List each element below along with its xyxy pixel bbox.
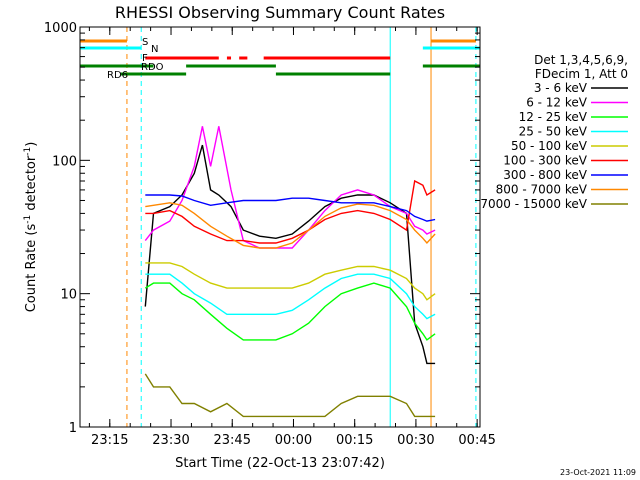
y-tick-label: 1000 xyxy=(44,21,77,36)
y-label-superscript: -1 xyxy=(23,147,33,156)
series-line-6 xyxy=(145,194,436,222)
x-axis-label: Start Time (22-Oct-13 23:07:42) xyxy=(175,456,385,471)
series-line-4 xyxy=(145,262,436,301)
legend-label: 6 - 12 keV xyxy=(526,96,588,110)
legend-header-line: Det 1,3,4,5,6,9, xyxy=(534,53,628,67)
series-line-1 xyxy=(144,126,436,249)
series-line-2 xyxy=(144,282,436,341)
legend-label: 25 - 50 keV xyxy=(519,125,588,139)
legend-header-line: FDecim 1, Att 0 xyxy=(535,67,628,81)
y-label-part: ) xyxy=(24,142,39,147)
y-tick-label: 10 xyxy=(60,288,77,303)
y-tick-label: 100 xyxy=(52,154,77,169)
y-label-part: detector xyxy=(24,155,39,215)
legend-label: 7000 - 15000 keV xyxy=(480,197,587,211)
y-label-superscript: -1 xyxy=(23,215,33,224)
y-axis: 1 10 100 1000 xyxy=(44,21,480,436)
x-tick-label: 23:45 xyxy=(214,433,251,448)
state-label: RD6 xyxy=(107,70,128,81)
x-tick-label: 00:45 xyxy=(458,433,495,448)
legend-label: 800 - 7000 keV xyxy=(496,183,588,197)
x-axis: 23:15 23:30 23:45 00:00 00:15 00:30 00:45 xyxy=(88,27,496,448)
series-line-3 xyxy=(145,273,436,320)
state-label: N xyxy=(151,44,158,55)
x-tick-label: 23:30 xyxy=(152,433,189,448)
legend: Det 1,3,4,5,6,9, FDecim 1, Att 0 3 - 6 k… xyxy=(480,53,628,211)
legend-label: 3 - 6 keV xyxy=(534,81,588,95)
footer-date: 23-Oct-2021 11:09 xyxy=(560,468,636,477)
legend-label: 300 - 800 keV xyxy=(503,168,587,182)
state-label: RDO xyxy=(141,62,164,73)
legend-label: 50 - 100 keV xyxy=(511,139,588,153)
y-axis-label: Count Rate (s-1 detector-1) xyxy=(23,142,39,313)
x-tick-label: 00:30 xyxy=(397,433,434,448)
y-label-part: Count Rate (s xyxy=(24,224,39,313)
series-line-5 xyxy=(145,179,436,244)
state-label: S xyxy=(142,37,148,48)
x-tick-label: 23:15 xyxy=(91,433,128,448)
x-tick-label: 00:15 xyxy=(336,433,373,448)
series-line-8 xyxy=(144,373,436,418)
legend-label: 100 - 300 keV xyxy=(503,154,587,168)
series-line-0 xyxy=(144,144,436,365)
plot-frame xyxy=(79,26,481,428)
chart-title: RHESSI Observing Summary Count Rates xyxy=(115,3,445,22)
y-tick-label: 1 xyxy=(69,421,77,436)
state-label: F xyxy=(142,53,148,64)
legend-label: 12 - 25 keV xyxy=(519,110,588,124)
series-line-7 xyxy=(145,202,436,249)
x-tick-label: 00:00 xyxy=(275,433,312,448)
